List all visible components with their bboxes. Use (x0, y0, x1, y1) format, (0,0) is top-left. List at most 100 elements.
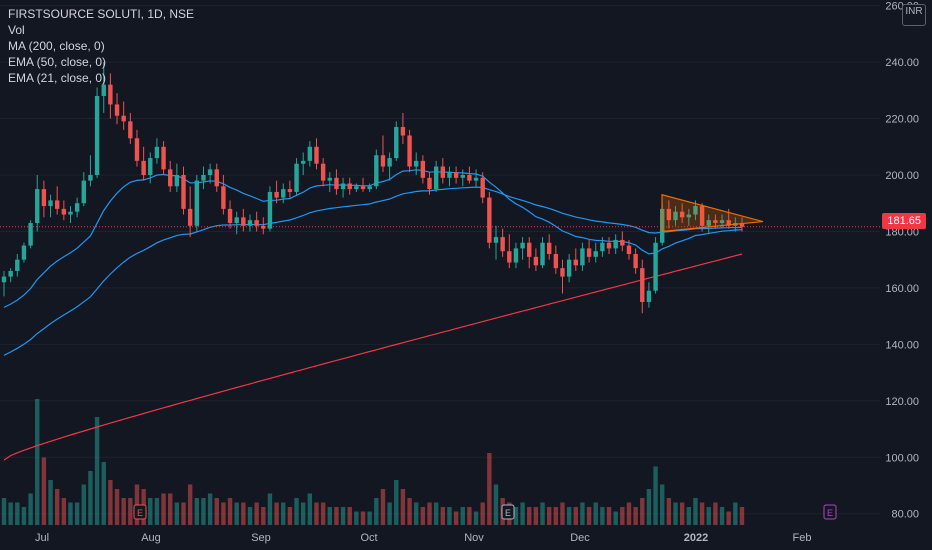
volume-bar (640, 498, 645, 525)
ema50-indicator-label[interactable]: EMA (50, close, 0) (8, 55, 107, 69)
price-tick-label: 100.00 (885, 452, 919, 464)
time-tick-label: Oct (360, 532, 377, 544)
candle-body (473, 177, 479, 181)
candle-body (679, 211, 685, 218)
volume-bar (666, 498, 672, 525)
candle-body (274, 191, 279, 198)
candle-body (201, 175, 206, 181)
candle-body (493, 237, 499, 243)
candle-body (327, 177, 332, 181)
volume-bar (633, 507, 638, 525)
volume-bar (606, 507, 612, 525)
time-axis[interactable]: Jul Aug Sep Oct Nov Dec 2022 Feb (35, 532, 812, 544)
volume-bar (347, 507, 352, 525)
candle-body (693, 206, 698, 215)
candle-body (214, 169, 219, 187)
chart-legend: FIRSTSOURCE SOLUTI, 1D, NSE Vol MA (200,… (8, 6, 194, 86)
candle-body (254, 220, 259, 226)
candle-body (467, 175, 472, 181)
volume-indicator-label[interactable]: Vol (8, 23, 25, 37)
candle-body (600, 242, 605, 252)
symbol-title[interactable]: FIRSTSOURCE SOLUTI, 1D, NSE (8, 7, 195, 21)
earnings-marker (823, 504, 837, 520)
volume-bar (168, 493, 173, 525)
candle-body (207, 169, 213, 175)
volume-bar (187, 484, 193, 525)
candle-body (387, 158, 392, 167)
candle-body (653, 242, 658, 291)
candle-body (520, 242, 525, 249)
candle-body (287, 189, 293, 192)
candle-body (8, 270, 13, 277)
volume-bar (600, 507, 605, 525)
volume-bar (327, 507, 332, 525)
candle-body (726, 220, 731, 226)
candle-body (221, 186, 226, 209)
volume-bar (360, 511, 366, 525)
candle-body (227, 208, 233, 223)
candle-body (487, 197, 492, 243)
earnings-marker-glyph: E (827, 508, 833, 518)
candle-body (181, 175, 186, 209)
volume-bar (54, 489, 60, 525)
volume-bar (553, 507, 559, 525)
candle-body (154, 146, 160, 159)
volume-bar (194, 498, 200, 525)
candle-body (261, 225, 266, 229)
currency-badge[interactable]: INR (902, 4, 926, 26)
candle-body (380, 155, 386, 167)
candle-body (586, 248, 592, 257)
earnings-marker-glyph: E (137, 508, 143, 518)
chart-grid (0, 5, 880, 515)
candle-body (247, 220, 253, 226)
time-tick-label: Aug (141, 532, 161, 544)
volume-bar (414, 502, 419, 525)
volume-bar (573, 507, 578, 525)
candle-body (241, 217, 246, 226)
volume-bar (148, 498, 153, 525)
volume-bar (154, 498, 160, 525)
volume-bar (673, 502, 678, 525)
candle-body (433, 166, 439, 190)
price-tick-label: 240.00 (885, 57, 919, 69)
candle-body (367, 186, 372, 190)
price-tick-label: 220.00 (885, 114, 919, 126)
volume-bar (586, 507, 592, 525)
volume-bar (427, 502, 432, 525)
candle-body (314, 146, 319, 164)
candle-body (580, 248, 585, 266)
price-tick-label: 200.00 (885, 170, 919, 182)
candle-body (61, 208, 67, 215)
volume-bar (340, 507, 346, 525)
candle-body (613, 239, 618, 249)
symmetrical-triangle (661, 193, 764, 233)
candle-body (666, 208, 672, 221)
volume-bar (254, 502, 259, 525)
candle-body (440, 166, 446, 178)
volume-bar (227, 498, 233, 525)
volume-bar (287, 507, 293, 525)
ma200-indicator-label[interactable]: MA (200, close, 0) (8, 39, 105, 53)
candle-body (420, 160, 426, 178)
volume-bar (15, 502, 20, 525)
candle-body (68, 211, 73, 215)
candle-body (101, 84, 106, 96)
candle-body (28, 222, 33, 246)
price-axis[interactable]: 80.00 100.00 120.00 140.00 160.00 180.00 200.0… (885, 1, 919, 521)
volume-bar (174, 502, 180, 525)
volume-bar (706, 507, 711, 525)
volume-bar (460, 507, 465, 525)
candle-body (281, 189, 286, 198)
time-tick-label: Feb (793, 532, 812, 544)
candle-body (620, 239, 625, 246)
volume-bar (300, 502, 306, 525)
candle-body (633, 254, 638, 269)
candle-body (35, 189, 40, 223)
candle-body (407, 135, 412, 167)
volume-bar (207, 493, 213, 525)
volume-bar (101, 462, 106, 525)
ema21-indicator-label[interactable]: EMA (21, close, 0) (8, 71, 107, 85)
candle-body (560, 268, 565, 277)
candle-body (533, 256, 539, 266)
